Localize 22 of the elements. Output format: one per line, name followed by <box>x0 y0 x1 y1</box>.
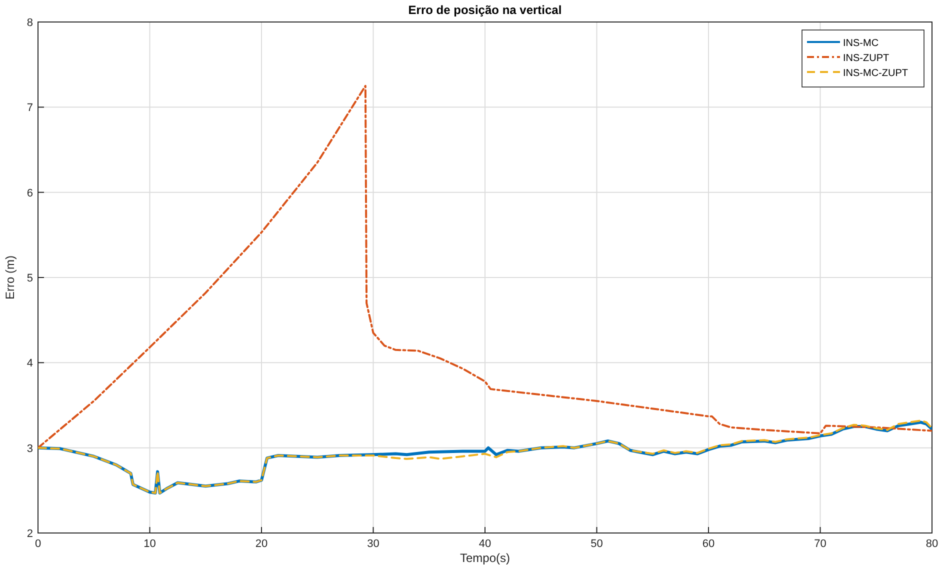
y-tick-label: 5 <box>26 272 33 284</box>
y-axis-title: Erro (m) <box>3 256 17 300</box>
x-tick-label: 60 <box>702 538 715 550</box>
chart-title: Erro de posição na vertical <box>408 3 562 17</box>
y-tick-label: 3 <box>26 442 33 455</box>
y-tick-label: 4 <box>26 358 33 370</box>
x-tick-label: 30 <box>367 538 380 550</box>
legend-label: INS-MC-ZUPT <box>843 68 908 79</box>
y-tick-label: 8 <box>26 17 33 29</box>
legend-label: INS-MC <box>843 38 879 49</box>
x-tick-label: 50 <box>590 538 603 550</box>
x-tick-label: 0 <box>34 538 42 550</box>
x-axis-title: Tempo(s) <box>460 551 510 565</box>
x-tick-label: 80 <box>926 538 938 550</box>
x-tick-label: 20 <box>255 538 268 550</box>
legend-label: INS-ZUPT <box>843 53 890 64</box>
y-tick-label: 6 <box>26 187 33 200</box>
x-tick-label: 40 <box>478 538 492 550</box>
y-tick-label: 2 <box>26 528 33 540</box>
x-tick-label: 10 <box>144 538 156 550</box>
x-tick-label: 70 <box>814 538 826 550</box>
y-tick-label: 7 <box>26 102 33 114</box>
